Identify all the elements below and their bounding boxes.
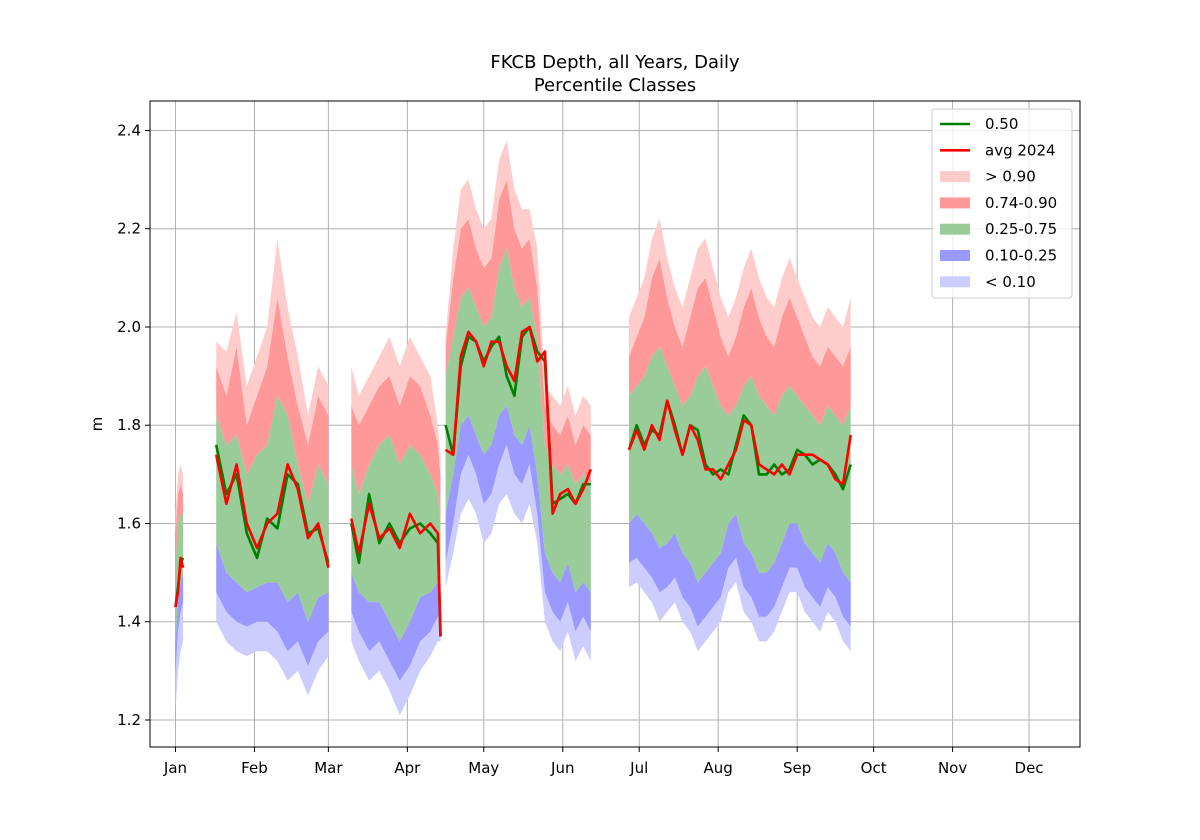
y-tick-label: 1.2 xyxy=(117,711,141,729)
legend-swatch-0-90 xyxy=(940,171,970,183)
avg-2024-line xyxy=(350,502,442,637)
avg-2024-line xyxy=(627,399,852,486)
x-tick-label: Jan xyxy=(163,759,187,777)
x-tick-label: Jun xyxy=(550,759,574,777)
plot-frame xyxy=(149,100,1081,748)
band-below-0-10 xyxy=(216,592,329,696)
band-0-74-0-90 xyxy=(445,179,591,485)
legend-swatch-0-10 xyxy=(940,276,970,288)
avg-2024-line xyxy=(214,454,330,568)
band-above-0-90 xyxy=(351,336,441,475)
band-0-10-0-25 xyxy=(351,572,441,681)
y-tick-label: 1.6 xyxy=(117,514,141,532)
y-tick-label: 2.0 xyxy=(117,318,141,336)
y-tick-label: 2.2 xyxy=(117,220,141,238)
median-line xyxy=(214,444,330,564)
chart-title: FKCB Depth, all Years, Daily xyxy=(490,52,740,73)
y-tick-label: 1.4 xyxy=(117,613,141,631)
x-tick-label: Apr xyxy=(394,759,421,777)
x-tick-label: Nov xyxy=(938,759,967,777)
legend-label: avg 2024 xyxy=(985,141,1056,159)
x-tick-label: Mar xyxy=(314,759,343,777)
legend-swatch-0-25-0-75 xyxy=(940,223,970,235)
legend-label: 0.74-0.90 xyxy=(985,194,1057,212)
avg-2024-line xyxy=(444,325,593,516)
x-tick-label: May xyxy=(468,759,499,777)
band-above-0-90 xyxy=(175,464,184,534)
y-tick-label: 2.4 xyxy=(117,121,141,139)
band-0-74-0-90 xyxy=(629,258,851,426)
band-above-0-90 xyxy=(445,140,591,445)
legend-label: 0.25-0.75 xyxy=(985,220,1057,238)
band-above-0-90 xyxy=(216,238,329,445)
series-lines xyxy=(174,325,852,637)
band-above-0-90 xyxy=(629,218,851,367)
band-below-0-10 xyxy=(175,602,184,711)
legend: 0.50 avg 2024 > 0.90 0.74-0.90 0.25-0.75 0.10… xyxy=(931,108,1073,299)
x-tick-label: Jul xyxy=(629,759,648,777)
band-0-74-0-90 xyxy=(351,376,441,524)
band-0-74-0-90 xyxy=(175,484,184,563)
legend-label: 0.50 xyxy=(985,115,1018,133)
y-axis: 1.2 1.4 1.6 1.8 2.0 2.2 2.4 xyxy=(117,121,150,729)
band-0-25-0-75 xyxy=(629,346,851,583)
band-0-10-0-25 xyxy=(216,543,329,666)
y-axis-label: m xyxy=(88,417,106,432)
chart-subtitle: Percentile Classes xyxy=(534,75,696,96)
median-line xyxy=(444,325,591,506)
avg-2024-line xyxy=(174,556,185,608)
legend-swatch-0-10-0-25 xyxy=(940,250,970,261)
y-tick-label: 1.8 xyxy=(117,416,141,434)
x-tick-label: Aug xyxy=(704,759,733,777)
band-below-0-10 xyxy=(629,557,851,652)
x-tick-label: Sep xyxy=(783,759,811,777)
percentile-bands xyxy=(175,140,851,716)
x-axis: Jan Feb Mar Apr May Jun Jul Aug Sep Oct Nov Dec xyxy=(163,747,1044,777)
grid xyxy=(150,101,1080,747)
legend-label: > 0.90 xyxy=(985,168,1036,186)
band-0-25-0-75 xyxy=(216,395,329,622)
legend-label: < 0.10 xyxy=(985,273,1036,291)
band-0-10-0-25 xyxy=(445,405,591,632)
legend-label: 0.10-0.25 xyxy=(985,247,1057,265)
band-0-10-0-25 xyxy=(175,572,184,671)
x-tick-label: Oct xyxy=(861,759,887,777)
band-0-74-0-90 xyxy=(216,297,329,504)
legend-swatch-0-74-0-90 xyxy=(940,197,970,209)
band-below-0-10 xyxy=(445,444,591,661)
band-0-10-0-25 xyxy=(629,513,851,627)
x-tick-label: Dec xyxy=(1015,759,1044,777)
band-below-0-10 xyxy=(351,611,441,716)
x-tick-label: Feb xyxy=(241,759,268,777)
